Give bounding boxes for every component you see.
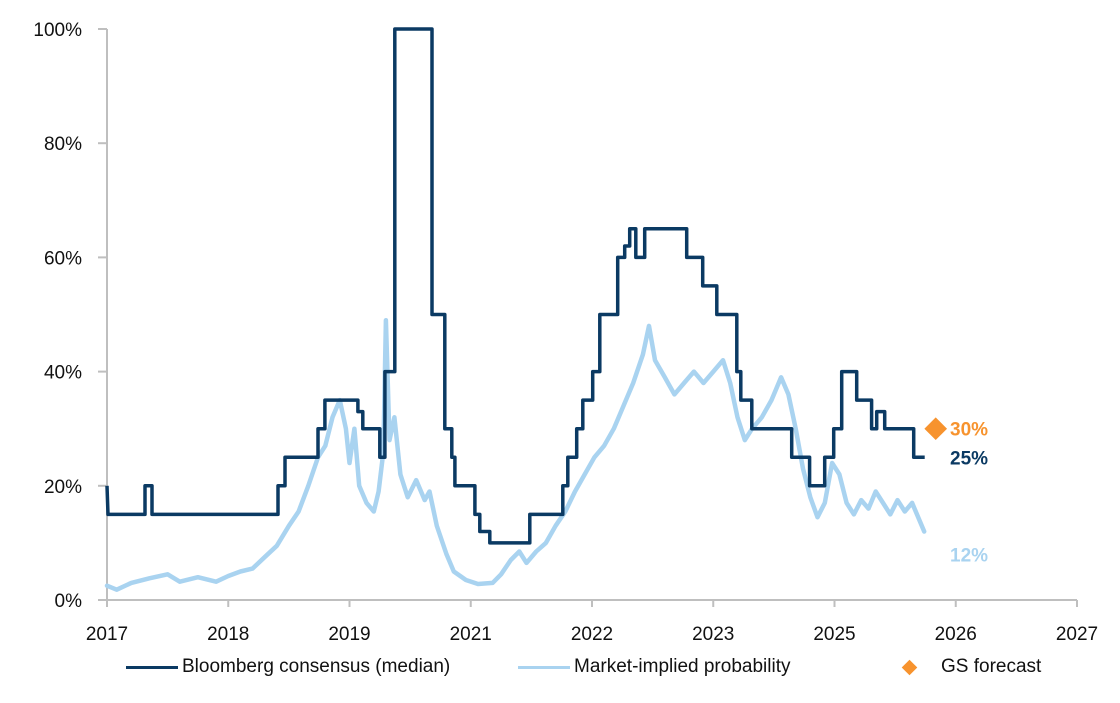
legend-item-bloomberg: Bloomberg consensus (median) (126, 656, 450, 678)
y-tick-label: 100% (33, 20, 82, 41)
legend: Bloomberg consensus (median) Market-impl… (0, 656, 1120, 686)
legend-label: Bloomberg consensus (median) (182, 656, 451, 677)
gs-forecast-end-label: 30% (950, 420, 988, 441)
y-tick-label: 40% (44, 363, 82, 384)
legend-item-gs: GS forecast (901, 656, 1042, 678)
x-tick-label: 2019 (328, 624, 370, 645)
bloomberg-consensus-line (105, 27, 925, 545)
y-tick-label: 0% (55, 591, 83, 612)
chart-plot: 0%20%40%60%80%100% 2017 2018 2019 2021 2022 2… (33, 20, 1098, 645)
gs-forecast-marker (924, 417, 948, 441)
market-implied-line (104, 317, 927, 592)
legend-line-icon (126, 665, 178, 669)
bloomberg-end-label: 25% (950, 448, 988, 469)
end-labels: 30% 25% 12% (950, 420, 988, 567)
series-layer (104, 27, 948, 592)
x-tick-label: 2025 (813, 624, 855, 645)
y-tick-label: 80% (44, 134, 82, 155)
y-tick-label: 60% (44, 248, 82, 269)
x-tick-label: 2021 (450, 624, 492, 645)
market-implied-end-label: 12% (950, 545, 988, 566)
x-tick-label: 2017 (86, 624, 128, 645)
legend-line-icon (518, 665, 570, 669)
y-axis: 0% 20% 40% 60% 80% 100% (33, 20, 108, 612)
legend-label: Market-implied probability (574, 656, 791, 677)
x-tick-label: 2018 (207, 624, 249, 645)
diamond-marker-icon (901, 659, 918, 675)
x-tick-label: 2026 (935, 624, 977, 645)
y-tick-label: 20% (44, 477, 82, 498)
legend-item-market: Market-implied probability (518, 656, 790, 678)
x-tick-label: 2023 (692, 624, 734, 645)
x-axis: 2017 2018 2019 2021 2022 2023 2025 2026 2027 (86, 599, 1098, 645)
legend-label: GS forecast (941, 656, 1042, 677)
x-tick-label: 2022 (571, 624, 613, 645)
x-tick-label: 2027 (1056, 624, 1098, 645)
